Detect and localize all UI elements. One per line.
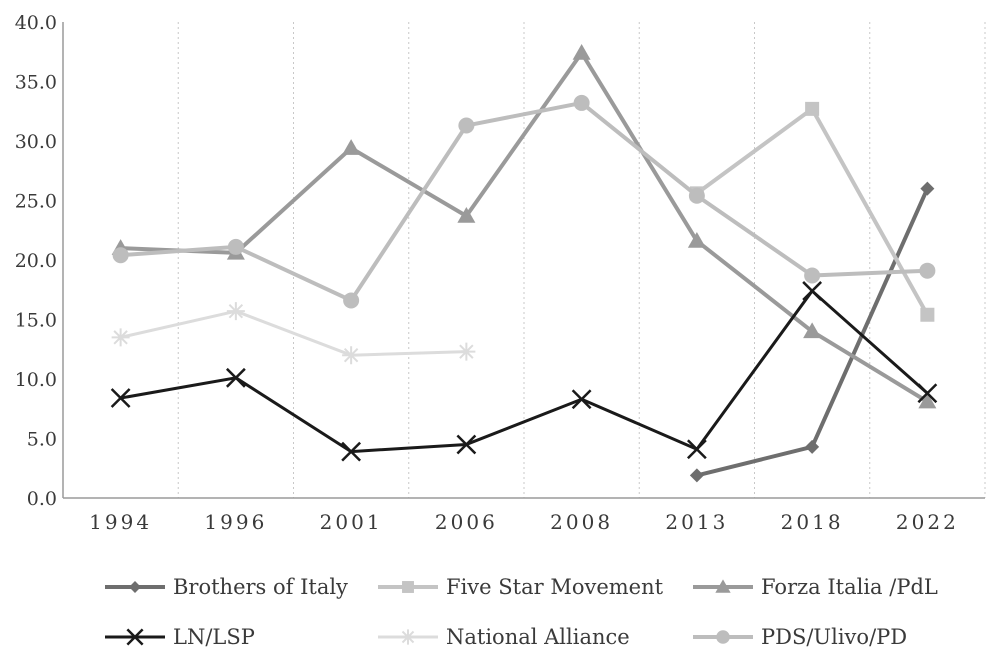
circle-marker [688,187,705,204]
y-tick-label: 35.0 [15,72,57,94]
legend-label: Forza Italia /PdL [761,575,938,599]
legend-item: Brothers of Italy [105,575,348,599]
legend-label: PDS/Ulivo/PD [761,625,907,649]
legend-item: National Alliance [378,625,630,649]
y-tick-label: 5.0 [27,429,57,451]
series-line [694,106,930,317]
x-marker [802,281,823,301]
series-pds-ulivo-pd [112,94,936,309]
star-marker [457,342,476,361]
y-tick-label: 0.0 [27,488,57,510]
circle-marker [112,247,129,264]
legend-item: LN/LSP [105,625,255,649]
y-tick-label: 30.0 [15,131,57,153]
legend: Brothers of Italy Five Star Movement Forza… [105,575,938,649]
x-marker [126,628,144,646]
circle-marker [919,262,936,279]
diamond-marker [920,181,935,196]
diamond-marker [129,581,141,593]
axes: 0.0 5.0 10.0 15.0 20.0 25.0 30.0 35.0 40.0 1994 19… [15,12,985,534]
x-marker [917,383,938,404]
triangle-marker [715,579,731,593]
x-tick-label: 2008 [550,510,613,534]
series-group [110,43,938,483]
diamond-marker [689,468,704,483]
y-tick-label: 25.0 [15,191,57,213]
x-tick-label: 2013 [665,510,728,534]
x-tick-label: 2006 [435,510,498,534]
x-marker [686,439,707,460]
square-marker [920,307,935,322]
x-marker [456,434,477,455]
circle-marker [573,94,590,111]
square-marker [402,581,414,593]
x-tick-label: 2001 [320,510,383,534]
x-tick-label: 1994 [89,510,152,534]
square-marker [805,101,820,116]
circle-marker [458,117,475,134]
series-line [119,289,929,454]
legend-label: LN/LSP [173,625,255,649]
series-ln-lsp [110,281,938,462]
legend-item: Five Star Movement [378,575,664,599]
star-marker [226,302,245,321]
triangle-marker [572,43,591,60]
y-tick-label: 40.0 [15,12,57,34]
legend-label: National Alliance [446,625,630,649]
triangle-marker [342,139,361,155]
y-tick-label: 10.0 [15,369,57,391]
series-five-star-movement [689,101,935,322]
triangle-marker [687,231,706,248]
series-line [118,100,930,303]
triangle-marker [457,206,476,223]
series-line [119,309,468,357]
star-marker [111,328,130,347]
diamond-marker [805,439,820,454]
legend-label: Brothers of Italy [173,575,348,599]
triangle-marker [918,392,937,409]
triangle-marker [803,322,822,339]
legend-item: Forza Italia /PdL [693,575,938,599]
x-marker [571,389,592,410]
grid-lines [62,22,986,498]
x-marker [225,367,246,388]
y-tick-label: 15.0 [15,310,57,332]
series-brothers-of-italy [689,181,935,483]
star-marker [342,346,361,365]
y-tick-label: 20.0 [15,250,57,272]
x-tick-label: 2018 [781,510,844,534]
x-tick-label: 2022 [896,510,959,534]
x-marker [341,441,362,462]
legend-label: Five Star Movement [446,575,664,599]
circle-marker [716,630,730,644]
circle-marker [227,238,244,255]
x-marker [110,388,131,408]
legend-item: PDS/Ulivo/PD [693,625,907,649]
circle-marker [343,292,360,309]
circle-marker [804,267,821,284]
star-marker [400,629,416,645]
series-national-alliance [111,302,476,365]
x-tick-label: 1996 [204,510,267,534]
